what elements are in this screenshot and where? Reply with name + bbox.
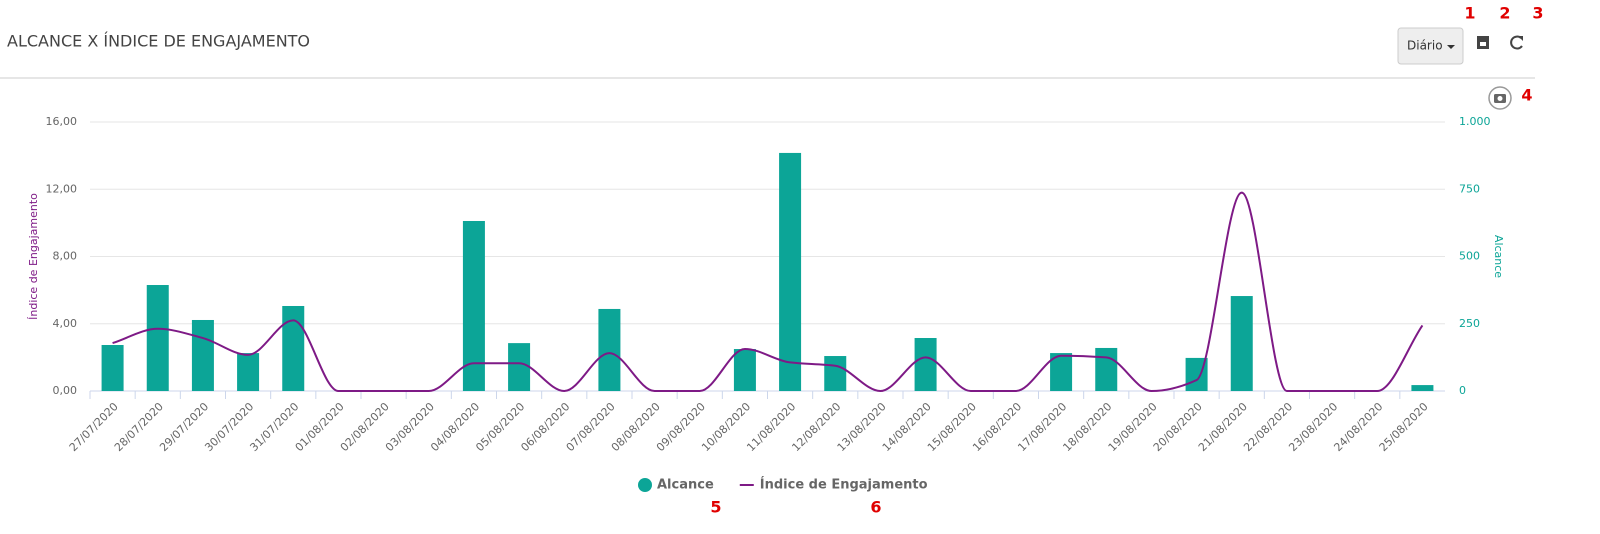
bar [824,356,847,391]
y-tick-label: 16,00 [46,115,78,128]
refresh-button[interactable] [1510,35,1523,50]
period-dropdown[interactable]: Diário [1397,27,1464,65]
bar [1050,353,1073,391]
y-axis-title: Índice de Engajamento [27,193,40,320]
bar [1411,385,1434,391]
legend-swatch [638,478,652,492]
pdf-icon-detail[interactable] [1480,42,1486,46]
y2-tick-label: 0 [1459,384,1466,397]
bar [191,319,214,391]
annotation-marker: 2 [1499,4,1510,23]
annotation-marker: 4 [1521,86,1532,105]
legend-label: Índice de Engajamento [760,477,928,493]
chart: 0,00 4,00 8,00 12,00 16,00 0 250 500 750 1.000 Índ… [27,115,1505,493]
y2-tick-label: 750 [1459,182,1480,195]
y2-axis-title: Alcance [1492,235,1505,278]
annotation-marker: 5 [710,498,721,517]
bar [462,220,485,391]
pdf-button[interactable] [1477,36,1489,49]
dropdown-box[interactable] [1397,27,1464,65]
bar [1230,296,1253,391]
bar [598,308,621,391]
y-tick-label: 12,00 [46,182,78,195]
dropdown-label[interactable]: Diário [1407,39,1443,53]
annotation-marker: 1 [1464,4,1475,23]
line [112,191,1424,393]
bar [779,152,802,391]
y2-tick-label: 500 [1459,250,1480,263]
bar [101,345,124,391]
annotation-marker: 3 [1532,4,1543,23]
annotation-marker: 6 [870,498,881,517]
bar [146,285,169,391]
screenshot-button[interactable] [1488,86,1512,110]
camera-lens[interactable] [1497,96,1503,101]
y-tick-label: 4,00 [53,317,78,330]
legend-label: Alcance [657,478,714,493]
card-title: ALCANCE X ÍNDICE DE ENGAJAMENTO [7,32,310,51]
y-tick-label: 8,00 [53,250,78,263]
y2-tick-label: 1.000 [1459,115,1491,128]
bar [237,353,260,391]
refresh-arrow[interactable] [1518,36,1523,41]
y-tick-label: 0,00 [53,384,78,397]
x-tick-label: 25/08/2020 [1377,400,1431,454]
bar [1095,347,1118,391]
bar [508,343,531,391]
bar [914,338,937,391]
bar [282,305,305,391]
refresh-icon[interactable] [1510,35,1523,50]
dropdown-caret[interactable] [1447,45,1455,49]
y2-tick-label: 250 [1459,317,1480,330]
bar [733,349,756,391]
